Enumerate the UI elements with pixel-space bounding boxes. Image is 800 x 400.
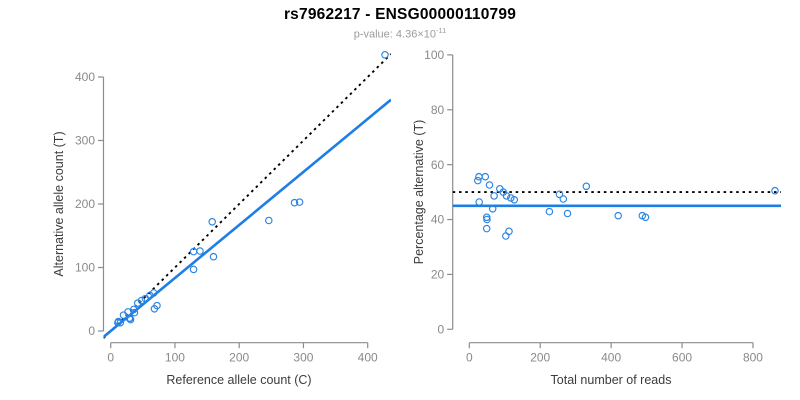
data-point — [475, 172, 483, 181]
data-point — [381, 51, 389, 59]
plot-title: rs7962217 - ENSG00000110799 — [283, 6, 517, 23]
x-tick-label: 600 — [672, 351, 692, 365]
x-tick-label: 200 — [530, 351, 550, 365]
data-point — [555, 190, 564, 199]
right-y-axis-title: Percentage alternative (T) — [412, 119, 426, 265]
identity-line — [103, 53, 391, 339]
pvalue-exponent: -11 — [435, 26, 447, 35]
panel-percentage-vs-reads: 0 200 400 600 800 0 20 40 60 80 100 — [424, 48, 781, 365]
data-point — [290, 198, 299, 207]
left-y-axis-title: Alternative allele count (T) — [52, 131, 66, 277]
data-point — [116, 318, 125, 327]
data-point — [137, 296, 146, 305]
data-point — [485, 181, 494, 189]
x-tick-label: 300 — [293, 351, 313, 365]
x-tick-label: 400 — [358, 351, 378, 365]
data-point — [209, 252, 218, 261]
data-point — [641, 213, 650, 222]
data-point — [149, 289, 158, 297]
y-tick-label: 300 — [75, 134, 95, 148]
y-tick-label: 80 — [431, 103, 445, 117]
data-point — [510, 196, 519, 204]
data-point — [153, 301, 161, 310]
pvalue-text: p-value: 4.36×10 — [353, 28, 436, 41]
panel-allele-counts: 0 100 200 300 400 0 100 200 300 400 — [75, 51, 391, 365]
data-point — [481, 172, 490, 181]
data-point — [130, 308, 139, 317]
data-point — [559, 195, 568, 203]
y-tick-label: 0 — [438, 323, 445, 337]
x-tick-label: 200 — [229, 351, 249, 365]
right-x-axis-title: Total number of reads — [550, 373, 672, 387]
data-point — [295, 198, 304, 206]
plot-subtitle: p-value: 4.36×10-11 — [0, 26, 800, 41]
x-tick-label: 100 — [165, 351, 185, 365]
y-tick-label: 60 — [431, 158, 445, 172]
data-point — [189, 265, 198, 274]
data-point — [505, 227, 513, 236]
fit-line — [103, 98, 391, 338]
y-tick-label: 100 — [75, 261, 95, 275]
y-tick-label: 40 — [431, 213, 445, 227]
y-tick-label: 200 — [75, 197, 95, 211]
data-point — [483, 215, 491, 224]
data-point — [482, 224, 491, 233]
data-point — [474, 176, 482, 185]
data-point — [490, 192, 498, 200]
data-point — [488, 205, 497, 213]
left-x-axis-title: Reference allele count (C) — [166, 373, 312, 387]
y-tick-label: 20 — [431, 268, 445, 282]
data-point — [265, 216, 273, 225]
data-point — [196, 247, 204, 255]
x-tick-label: 0 — [107, 351, 114, 365]
data-point — [582, 182, 591, 191]
x-tick-label: 800 — [743, 351, 763, 365]
data-point — [126, 315, 135, 324]
data-point — [545, 207, 554, 216]
y-tick-label: 400 — [75, 70, 95, 84]
data-point — [146, 291, 154, 300]
y-tick-label: 0 — [88, 324, 95, 338]
data-point — [502, 192, 511, 200]
y-tick-label: 100 — [424, 48, 444, 62]
data-point — [130, 305, 138, 314]
data-point — [114, 317, 123, 326]
data-point — [563, 209, 572, 218]
data-point — [771, 186, 779, 195]
x-tick-label: 0 — [466, 351, 473, 365]
data-point — [475, 198, 483, 206]
data-point — [208, 218, 216, 226]
data-point — [614, 211, 622, 220]
x-tick-label: 400 — [601, 351, 621, 365]
